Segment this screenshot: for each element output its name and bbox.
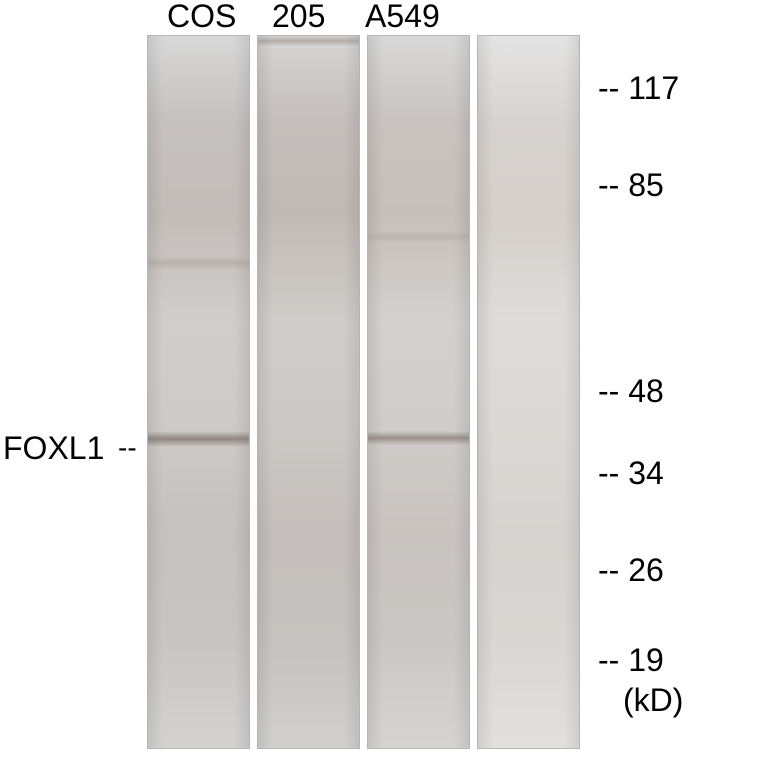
marker-19: -- 19: [598, 642, 664, 679]
band: [148, 431, 249, 447]
marker-48: -- 48: [598, 373, 664, 410]
lane-cos: [147, 35, 250, 749]
lane-a549: [367, 35, 470, 749]
lane-header-row: COS 205 A549: [0, 0, 764, 35]
unit-label-kd: (kD): [623, 682, 683, 719]
marker-26: -- 26: [598, 552, 664, 589]
band: [258, 36, 359, 46]
marker-34: -- 34: [598, 455, 664, 492]
lane-label-cos: COS: [167, 0, 236, 35]
lane-label-205: 205: [272, 0, 325, 35]
lane-label-a549: A549: [365, 0, 440, 35]
protein-name-label: FOXL1: [3, 430, 104, 467]
blot-lanes-container: [147, 35, 757, 749]
marker-85: -- 85: [598, 167, 664, 204]
protein-tick-mark: --: [118, 432, 137, 464]
band: [148, 256, 249, 270]
band: [368, 431, 469, 445]
lane-205: [257, 35, 360, 749]
lane-blank: [477, 35, 580, 749]
band: [368, 231, 469, 243]
marker-117: -- 117: [598, 70, 679, 107]
